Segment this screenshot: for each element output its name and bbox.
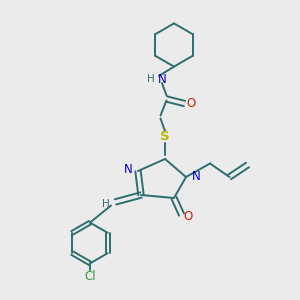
Text: N: N bbox=[158, 73, 166, 86]
Text: H: H bbox=[102, 199, 110, 209]
Text: N: N bbox=[124, 163, 133, 176]
Text: H: H bbox=[147, 74, 154, 85]
Text: O: O bbox=[187, 97, 196, 110]
Text: N: N bbox=[191, 170, 200, 184]
Text: Cl: Cl bbox=[84, 269, 96, 283]
Text: S: S bbox=[160, 130, 170, 143]
Text: O: O bbox=[184, 209, 193, 223]
